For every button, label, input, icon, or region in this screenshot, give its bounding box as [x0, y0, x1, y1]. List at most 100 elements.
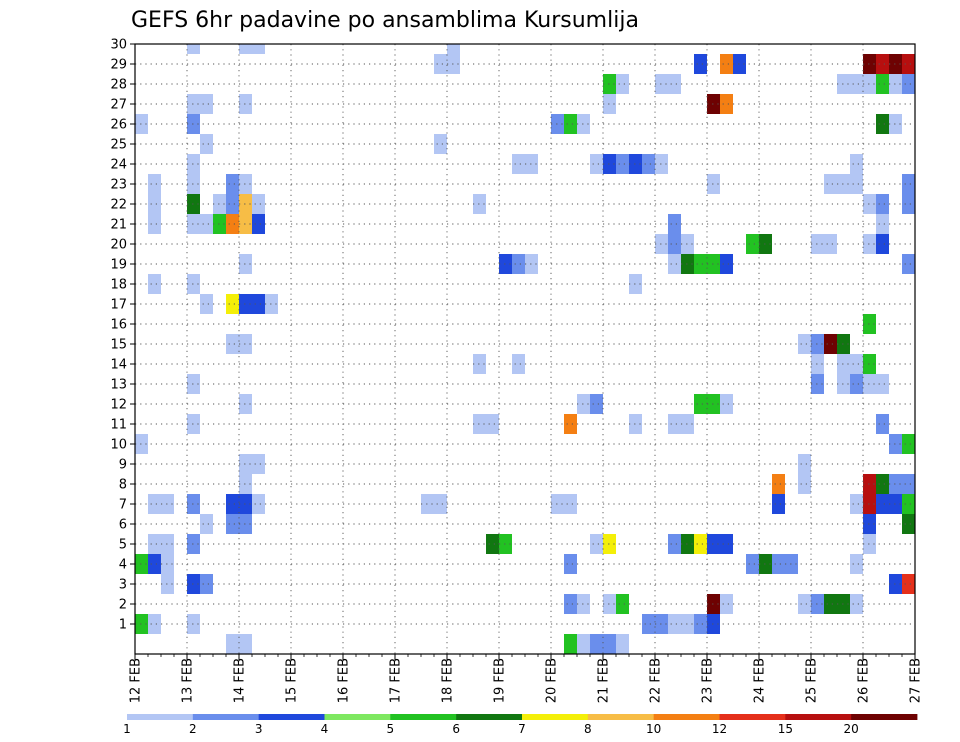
heatmap-cell — [707, 94, 720, 114]
heatmap-cell — [265, 294, 278, 314]
x-tick-label: 14 FEB — [233, 658, 248, 703]
heatmap-cell — [187, 574, 200, 594]
legend-label: 3 — [255, 722, 263, 736]
heatmap-cell — [837, 594, 850, 614]
heatmap-cell — [590, 634, 603, 654]
y-tick-label: 17 — [110, 298, 127, 313]
heatmap-cell — [681, 534, 694, 554]
heatmap-cell — [720, 54, 733, 74]
heatmap-cell — [876, 474, 889, 494]
legend-label: 8 — [584, 722, 592, 736]
heatmap-cell — [889, 574, 902, 594]
heatmap-cell — [811, 334, 824, 354]
y-tick-label: 13 — [110, 378, 127, 393]
heatmap-cell — [564, 634, 577, 654]
heatmap-cell — [434, 54, 447, 74]
heatmap-cell — [720, 534, 733, 554]
heatmap-cell — [148, 174, 161, 194]
x-axis-ticks: 12 FEB 13 FEB 14 FEB 15 FEB 16 FEB 17 FEB 18 F… — [129, 654, 924, 703]
heatmap-cell — [863, 474, 876, 494]
heatmap-cell — [863, 54, 876, 74]
heatmap-cell — [590, 534, 603, 554]
y-tick-label: 11 — [110, 418, 127, 433]
heatmap-cell — [889, 114, 902, 134]
heatmap-cell — [850, 154, 863, 174]
heatmap-cell — [876, 234, 889, 254]
legend-swatch — [653, 714, 720, 720]
heatmap-cell — [655, 614, 668, 634]
heatmap-cell — [200, 294, 213, 314]
y-tick-label: 24 — [110, 158, 127, 173]
heatmap-cell — [837, 374, 850, 394]
legend-swatch — [324, 714, 391, 720]
heatmap-cell — [824, 234, 837, 254]
heatmap-cell — [889, 74, 902, 94]
y-tick-label: 12 — [110, 398, 127, 413]
heatmap-cell — [824, 174, 837, 194]
heatmap-cell — [603, 74, 616, 94]
heatmap-cell — [785, 554, 798, 574]
heatmap-cell — [850, 74, 863, 94]
heatmap-cell — [850, 554, 863, 574]
legend-label: 6 — [452, 722, 460, 736]
heatmap-cell — [694, 54, 707, 74]
heatmap-cell — [824, 334, 837, 354]
heatmap-cell — [863, 234, 876, 254]
heatmap-cell — [668, 614, 681, 634]
heatmap-cell — [239, 174, 252, 194]
heatmap-cell — [863, 534, 876, 554]
heatmap-cell — [811, 234, 824, 254]
heatmap-cell — [499, 254, 512, 274]
heatmap-cell — [616, 154, 629, 174]
heatmap-cell — [577, 594, 590, 614]
heatmap-cell — [226, 334, 239, 354]
heatmap-cell — [850, 494, 863, 514]
legend: 1 2 3 4 5 6 7 8 10 12 15 20 — [123, 714, 918, 736]
heatmap-cell — [746, 234, 759, 254]
heatmap-cell — [603, 594, 616, 614]
heatmap-cell — [161, 554, 174, 574]
heatmap-cell — [629, 154, 642, 174]
heatmap-cell — [161, 574, 174, 594]
heatmap-cell — [187, 374, 200, 394]
heatmap-cell — [876, 374, 889, 394]
legend-label: 5 — [387, 722, 395, 736]
heatmap-cell — [239, 394, 252, 414]
heatmap-cell — [889, 474, 902, 494]
y-tick-label: 3 — [119, 578, 127, 593]
x-tick-label: 12 FEB — [129, 658, 144, 703]
heatmap-cell — [239, 254, 252, 274]
heatmap-cell — [148, 534, 161, 554]
heatmap-cell — [694, 614, 707, 634]
heatmap-cell — [239, 494, 252, 514]
legend-swatch — [719, 714, 786, 720]
heatmap-cell — [603, 94, 616, 114]
legend-label: 1 — [123, 722, 131, 736]
heatmap-cell — [902, 474, 915, 494]
y-tick-label: 15 — [110, 338, 127, 353]
heatmap-cell — [187, 174, 200, 194]
heatmap-cell — [512, 254, 525, 274]
x-tick-label: 22 FEB — [649, 658, 664, 703]
heatmap-cell — [187, 194, 200, 214]
y-tick-label: 9 — [119, 458, 127, 473]
heatmap-cell — [681, 254, 694, 274]
legend-label: 10 — [646, 722, 661, 736]
heatmap-cell — [239, 514, 252, 534]
heatmap-cell — [902, 514, 915, 534]
heatmap-cell — [720, 254, 733, 274]
heatmap-cell — [239, 454, 252, 474]
heatmap-cell — [148, 494, 161, 514]
heatmap-cell — [200, 574, 213, 594]
chart-title: GEFS 6hr padavine po ansamblima Kursumli… — [131, 8, 639, 33]
y-tick-label: 5 — [119, 538, 127, 553]
x-tick-label: 18 FEB — [441, 658, 456, 703]
heatmap-cell — [811, 374, 824, 394]
heatmap-cell — [694, 394, 707, 414]
heatmap-cell — [252, 494, 265, 514]
x-tick-label: 26 FEB — [857, 658, 872, 703]
y-tick-label: 2 — [119, 598, 127, 613]
heatmap-cell — [655, 74, 668, 94]
heatmap-cell — [148, 214, 161, 234]
